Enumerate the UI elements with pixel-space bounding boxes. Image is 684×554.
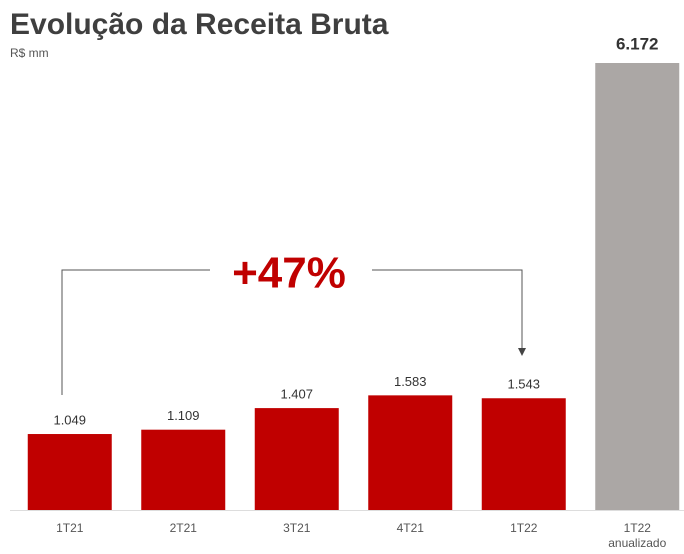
x-tick-label: 4T21 <box>396 521 424 535</box>
value-label: 1.407 <box>280 387 313 402</box>
bracket-left <box>61 269 210 395</box>
annotation: +47% <box>232 249 346 298</box>
value-label: 1.049 <box>53 412 86 427</box>
x-tick-label: 1T22 anualizado <box>608 521 667 550</box>
x-tick-label: 1T22 <box>510 521 538 535</box>
x-tick-label: 3T21 <box>283 521 311 535</box>
value-label: 1.583 <box>394 374 427 389</box>
arrow-head <box>518 348 526 356</box>
chart-title: Evolução da Receita Bruta <box>10 8 389 41</box>
bar <box>27 434 112 510</box>
bar <box>481 398 566 510</box>
x-tick-label: 1T21 <box>56 521 84 535</box>
x-tick-label: 2T21 <box>169 521 197 535</box>
chart-subtitle: R$ mm <box>10 46 49 60</box>
bar <box>368 395 453 510</box>
value-label: 1.543 <box>507 377 540 392</box>
bar <box>141 429 226 510</box>
value-label: 6.172 <box>616 34 659 53</box>
bracket-right <box>372 269 523 348</box>
bar <box>254 408 339 510</box>
bar <box>595 63 680 510</box>
value-label: 1.109 <box>167 408 200 423</box>
